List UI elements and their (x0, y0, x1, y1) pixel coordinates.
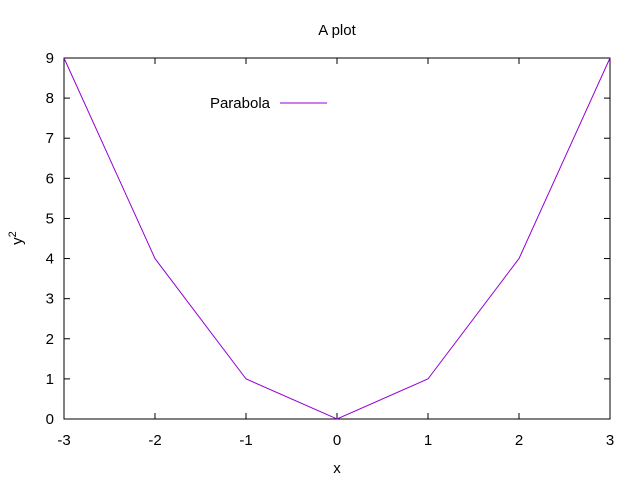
y-tick-labels: 0 1 2 3 4 5 6 7 8 9 (46, 50, 54, 428)
legend: Parabola (210, 95, 327, 112)
y-tick-label: 6 (46, 170, 54, 187)
x-tick-label: -3 (57, 432, 70, 449)
y-tick-label: 8 (46, 90, 54, 107)
y-axis-label-superscript: 2 (7, 231, 19, 237)
x-axis-label: x (333, 460, 341, 477)
y-tick-label: 2 (46, 331, 54, 348)
x-tick-label: 1 (424, 432, 432, 449)
y-axis-label: y2 (7, 231, 26, 245)
y-tick-label: 5 (46, 210, 54, 227)
legend-label: Parabola (210, 95, 271, 112)
x-tick-label: -1 (239, 432, 252, 449)
x-tick-label: 2 (515, 432, 523, 449)
y-tick-label: 9 (46, 50, 54, 67)
y-tick-label: 7 (46, 130, 54, 147)
y-tick-label: 0 (46, 411, 54, 428)
series-line-parabola (63, 57, 611, 420)
x-tick-label: -2 (148, 432, 161, 449)
x-tick-label: 0 (333, 432, 341, 449)
chart-title: A plot (318, 22, 356, 39)
x-tick-labels: -3 -2 -1 0 1 2 3 (57, 432, 614, 449)
x-tick-label: 3 (606, 432, 614, 449)
y-axis-label-base: y (9, 237, 26, 245)
y-tick-label: 4 (46, 251, 54, 268)
y-tick-label: 1 (46, 371, 54, 388)
y-tick-label: 3 (46, 291, 54, 308)
